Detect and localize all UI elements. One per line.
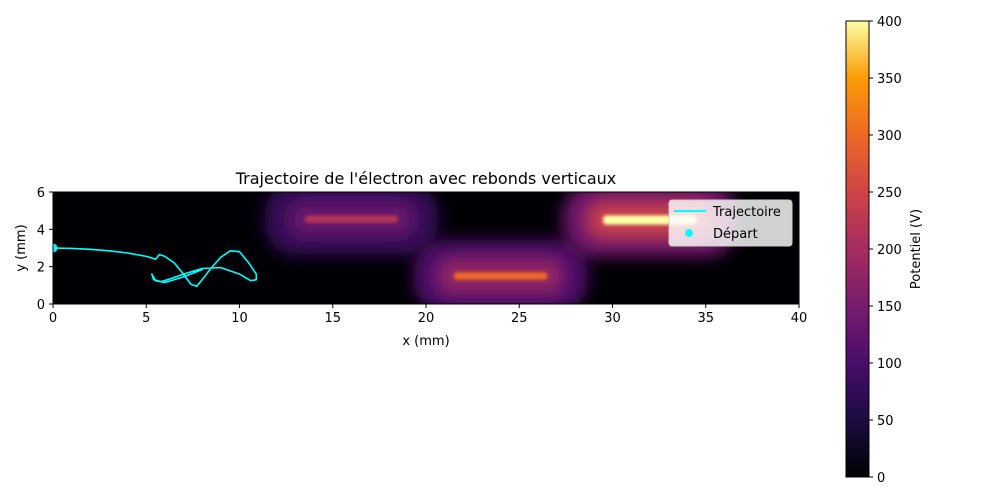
colorbar-tick-label: 50: [877, 414, 894, 429]
electrode-1: [264, 192, 439, 255]
x-tick-label: 20: [418, 311, 435, 326]
colorbar-tick-label: 0: [877, 471, 885, 486]
x-tick-label: 30: [604, 311, 621, 326]
colorbar: 0 50 100 150 200 250 300 350 400 Potentiel (V): [845, 15, 924, 486]
colorbar-tick-label: 350: [877, 72, 902, 87]
colorbar-tick-label: 100: [877, 357, 902, 372]
y-tick-label: 6: [37, 186, 45, 201]
colorbar-label: Potentiel (V): [909, 209, 924, 289]
y-tick-label: 4: [37, 223, 45, 238]
colorbar-tick-label: 150: [877, 300, 902, 315]
chart-title: Trajectoire de l'électron avec rebonds v…: [235, 169, 616, 188]
legend-label-trajectoire: Trajectoire: [712, 205, 781, 220]
x-tick-label: 0: [49, 311, 57, 326]
colorbar-tick-label: 300: [877, 129, 902, 144]
colorbar-tick-label: 200: [877, 243, 902, 258]
x-axis-label: x (mm): [402, 334, 449, 349]
legend-marker-swatch: [685, 229, 693, 237]
colorbar-tick-label: 400: [877, 15, 902, 30]
legend-label-depart: Départ: [713, 227, 758, 242]
colorbar-gradient: [846, 21, 869, 477]
start-point-marker: [53, 243, 58, 253]
colorbar-ticks: 0 50 100 150 200 250 300 350 400: [869, 15, 902, 486]
x-axis-ticks: 0 5 10 15 20 25 30 35 40: [49, 304, 807, 326]
legend: Trajectoire Départ: [668, 199, 793, 247]
x-tick-label: 40: [791, 311, 808, 326]
x-tick-label: 15: [324, 311, 341, 326]
x-tick-label: 35: [697, 311, 714, 326]
x-tick-label: 25: [511, 311, 528, 326]
electrode-core: [453, 272, 548, 280]
series-layer: [53, 243, 258, 288]
y-axis-label: y (mm): [14, 224, 29, 271]
y-tick-label: 2: [37, 261, 45, 276]
y-tick-label: 0: [37, 298, 45, 313]
trajectory-line: [53, 247, 258, 288]
electrode-2: [413, 240, 588, 304]
x-tick-label: 10: [231, 311, 248, 326]
electrode-core: [304, 215, 399, 223]
y-axis-ticks: 0 2 4 6: [37, 186, 53, 313]
colorbar-tick-label: 250: [877, 186, 902, 201]
x-tick-label: 5: [142, 311, 150, 326]
